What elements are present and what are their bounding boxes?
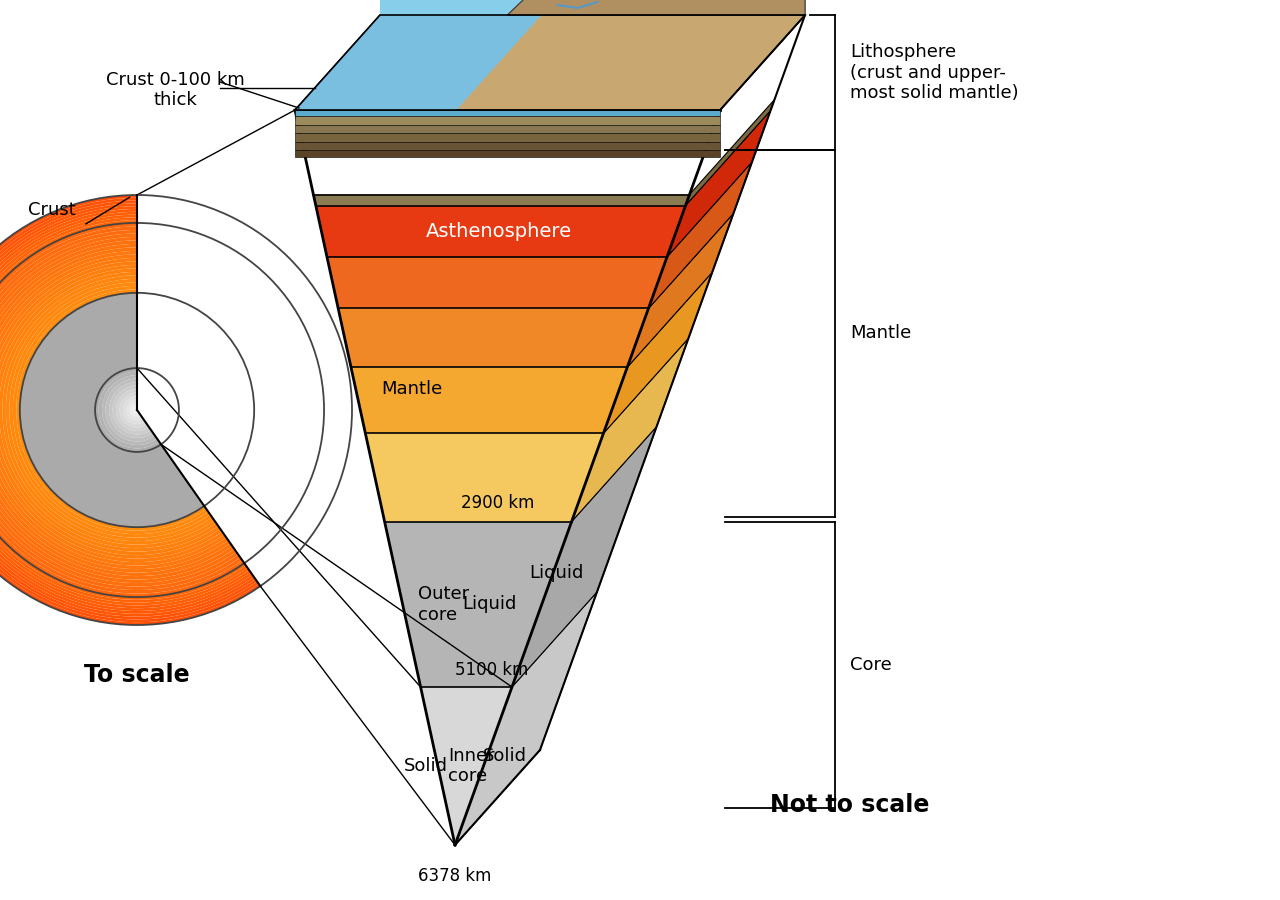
Wedge shape [0, 244, 232, 576]
Text: 6378 km: 6378 km [419, 867, 492, 885]
Polygon shape [507, 0, 805, 15]
Wedge shape [0, 251, 228, 569]
Text: 2900 km: 2900 km [461, 493, 535, 511]
Text: Solid: Solid [483, 747, 526, 765]
Polygon shape [365, 434, 603, 522]
Polygon shape [351, 367, 627, 434]
Polygon shape [294, 142, 719, 150]
Wedge shape [105, 379, 155, 441]
Wedge shape [0, 203, 256, 617]
Wedge shape [0, 248, 230, 572]
Polygon shape [326, 257, 667, 309]
Text: Mantle: Mantle [850, 324, 911, 342]
Polygon shape [627, 213, 733, 367]
Polygon shape [294, 150, 719, 157]
Wedge shape [0, 195, 260, 625]
Wedge shape [0, 220, 246, 599]
Wedge shape [113, 385, 151, 435]
Wedge shape [0, 209, 252, 611]
Polygon shape [294, 133, 719, 142]
Wedge shape [0, 261, 223, 559]
Wedge shape [6, 279, 212, 541]
Polygon shape [667, 111, 771, 257]
Wedge shape [0, 233, 238, 587]
Wedge shape [0, 214, 250, 606]
Wedge shape [0, 212, 251, 608]
Text: Lithosphere
(crust and upper-
most solid mantle): Lithosphere (crust and upper- most solid… [850, 42, 1019, 103]
Wedge shape [99, 372, 159, 448]
Wedge shape [9, 283, 210, 537]
Text: Not to scale: Not to scale [771, 793, 929, 817]
Wedge shape [19, 292, 205, 527]
Text: Mantle: Mantle [381, 381, 442, 399]
Wedge shape [0, 201, 257, 619]
Wedge shape [0, 230, 241, 590]
Wedge shape [131, 403, 141, 417]
Text: Inner
core: Inner core [448, 747, 494, 786]
Wedge shape [0, 218, 247, 603]
Polygon shape [316, 205, 686, 257]
Polygon shape [603, 272, 712, 434]
Wedge shape [0, 240, 234, 580]
Wedge shape [0, 268, 218, 552]
Polygon shape [507, 0, 805, 15]
Wedge shape [0, 227, 242, 594]
Text: Crust 0-100 km
thick: Crust 0-100 km thick [106, 70, 244, 110]
Polygon shape [512, 427, 657, 687]
Wedge shape [109, 382, 154, 438]
Polygon shape [294, 110, 719, 116]
Text: To scale: To scale [84, 663, 189, 687]
Wedge shape [0, 255, 227, 565]
Polygon shape [507, 0, 805, 15]
Polygon shape [294, 125, 719, 133]
Text: Asthenosphere: Asthenosphere [426, 221, 572, 241]
Wedge shape [127, 400, 143, 420]
Wedge shape [13, 286, 209, 535]
Text: Liquid: Liquid [530, 564, 584, 582]
Polygon shape [384, 522, 572, 687]
Polygon shape [294, 15, 805, 110]
Polygon shape [421, 687, 512, 845]
Wedge shape [0, 237, 237, 583]
Wedge shape [123, 396, 145, 424]
Text: Liquid: Liquid [462, 595, 516, 613]
Wedge shape [0, 272, 216, 548]
Text: Solid: Solid [403, 757, 448, 775]
Polygon shape [649, 162, 753, 309]
Wedge shape [116, 389, 148, 431]
Text: 5100 km: 5100 km [454, 661, 527, 679]
Wedge shape [0, 265, 220, 555]
Polygon shape [294, 116, 719, 125]
Polygon shape [572, 338, 689, 522]
Wedge shape [0, 206, 253, 614]
Text: Crust: Crust [28, 201, 76, 219]
Polygon shape [294, 15, 541, 110]
Wedge shape [119, 392, 147, 427]
Polygon shape [686, 100, 774, 205]
Wedge shape [0, 223, 244, 597]
Wedge shape [0, 258, 224, 562]
Polygon shape [338, 309, 649, 367]
Text: Outer
core: Outer core [417, 585, 468, 624]
Polygon shape [380, 0, 805, 15]
Wedge shape [0, 198, 259, 622]
Polygon shape [314, 194, 690, 205]
Wedge shape [133, 407, 140, 413]
Wedge shape [17, 289, 206, 531]
Wedge shape [95, 368, 161, 452]
Text: Core: Core [850, 656, 892, 674]
Wedge shape [102, 375, 157, 445]
Wedge shape [3, 275, 214, 544]
Polygon shape [454, 592, 596, 845]
